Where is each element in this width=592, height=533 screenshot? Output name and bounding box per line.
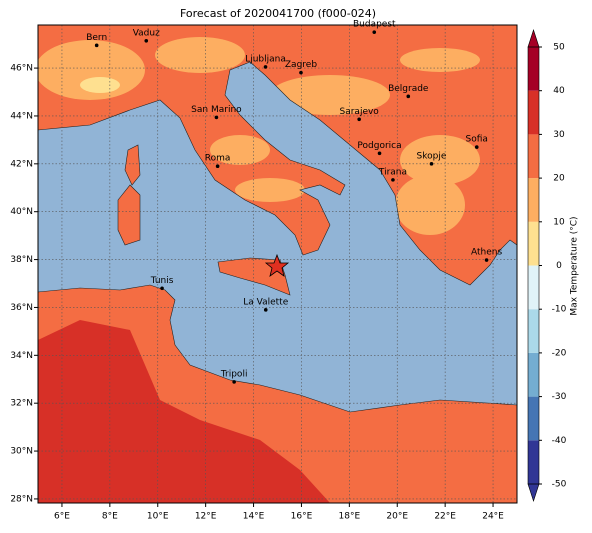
colorbar-label: Max Temperature (°C) [570, 216, 580, 315]
colorbar-tick-label: -10 [552, 305, 567, 315]
sea [38, 61, 517, 413]
city-label: Sofia [466, 135, 488, 145]
city-label: Tunis [150, 276, 174, 286]
city-label: Bern [86, 33, 107, 43]
city-dot [160, 286, 164, 291]
city-label: Vaduz [133, 28, 160, 38]
city-label: La Valette [243, 297, 288, 307]
colorbar-tick-label: -40 [552, 436, 567, 446]
colorbar-segment [528, 440, 539, 484]
city-dot [406, 94, 411, 99]
city-label: Skopje [417, 151, 447, 161]
map-frame [37, 24, 518, 504]
city-dot [232, 380, 236, 384]
y-tick-label: 28°N [10, 494, 33, 504]
y-tick-label: 40°N [10, 207, 33, 217]
city-label: Sarajevo [340, 107, 380, 117]
x-tick-label: 8°E [102, 512, 118, 522]
y-tick-label: 32°N [10, 399, 33, 409]
city-label: Ljubljana [245, 54, 286, 64]
city-label: Podgorica [357, 141, 401, 151]
x-tick-label: 10°E [147, 512, 169, 522]
city-label: Tirana [378, 167, 407, 177]
y-tick-label: 44°N [10, 111, 33, 121]
y-tick-label: 30°N [10, 447, 33, 457]
colorbar-tick-label: 30 [553, 130, 565, 140]
city-dot [263, 65, 268, 69]
city-dot [299, 70, 303, 75]
colorbar-tick-label: 40 [553, 86, 565, 96]
colorbar-tick-label: 0 [556, 261, 562, 271]
city-dot [263, 308, 268, 312]
x-tick-label: 6°E [54, 512, 70, 522]
city-label: San Marino [191, 105, 242, 115]
colorbar-extend-top [527, 29, 540, 48]
city-label: Athens [471, 248, 502, 258]
y-tick-label: 42°N [10, 159, 33, 169]
x-tick-label: 12°E [195, 512, 217, 522]
city-dot [94, 43, 99, 48]
y-tick-label: 38°N [10, 255, 33, 265]
city-dot [474, 145, 479, 149]
colorbar-tick-label: 50 [553, 43, 565, 53]
x-tick-label: 24°E [482, 512, 504, 522]
city-dot [372, 30, 377, 34]
colorbar-segment [528, 396, 539, 441]
mild-patch [80, 77, 120, 93]
star-marker [264, 253, 290, 277]
colorbar-segment [528, 309, 539, 353]
city-label: Budapest [353, 20, 396, 30]
city-dot [377, 151, 382, 156]
y-tick-label: 34°N [10, 351, 33, 361]
city-label: Belgrade [388, 84, 429, 94]
colorbar-tick-label: 10 [553, 217, 565, 227]
city-dot [214, 115, 219, 120]
x-tick-label: 22°E [434, 512, 456, 522]
colorbar-segment [528, 47, 539, 91]
colorbar-tick-label: -30 [552, 392, 567, 402]
hot-area [38, 320, 330, 503]
x-tick-label: 14°E [243, 512, 265, 522]
colorbar-segment [528, 90, 539, 135]
city-label: Tripoli [220, 369, 248, 379]
x-tick-label: 20°E [386, 512, 408, 522]
colorbar-segment [528, 178, 539, 222]
colorbar-segment [528, 221, 539, 266]
y-tick-label: 46°N [10, 64, 33, 74]
city-label: Zagreb [285, 60, 317, 70]
city-dot [357, 117, 361, 122]
city-dot [484, 258, 489, 262]
x-tick-label: 16°E [291, 512, 313, 522]
colorbar-extend-bottom [527, 483, 540, 502]
city-dot [429, 162, 434, 166]
y-tick-label: 36°N [10, 303, 33, 313]
map-area [38, 25, 517, 503]
colorbar-segment [528, 134, 539, 179]
city-dot [144, 38, 149, 43]
colorbar-tick-label: -50 [552, 480, 567, 490]
colorbar-tick-label: -20 [552, 348, 567, 358]
colorbar-tick-label: 20 [553, 174, 565, 184]
colorbar-segment [528, 265, 539, 310]
title: Forecast of 2020041700 (f000-024) [180, 7, 376, 20]
city-dot [391, 178, 395, 182]
colorbar-segment [528, 352, 539, 397]
city-dot [215, 164, 220, 169]
x-tick-label: 18°E [339, 512, 361, 522]
city-label: Roma [205, 154, 231, 164]
